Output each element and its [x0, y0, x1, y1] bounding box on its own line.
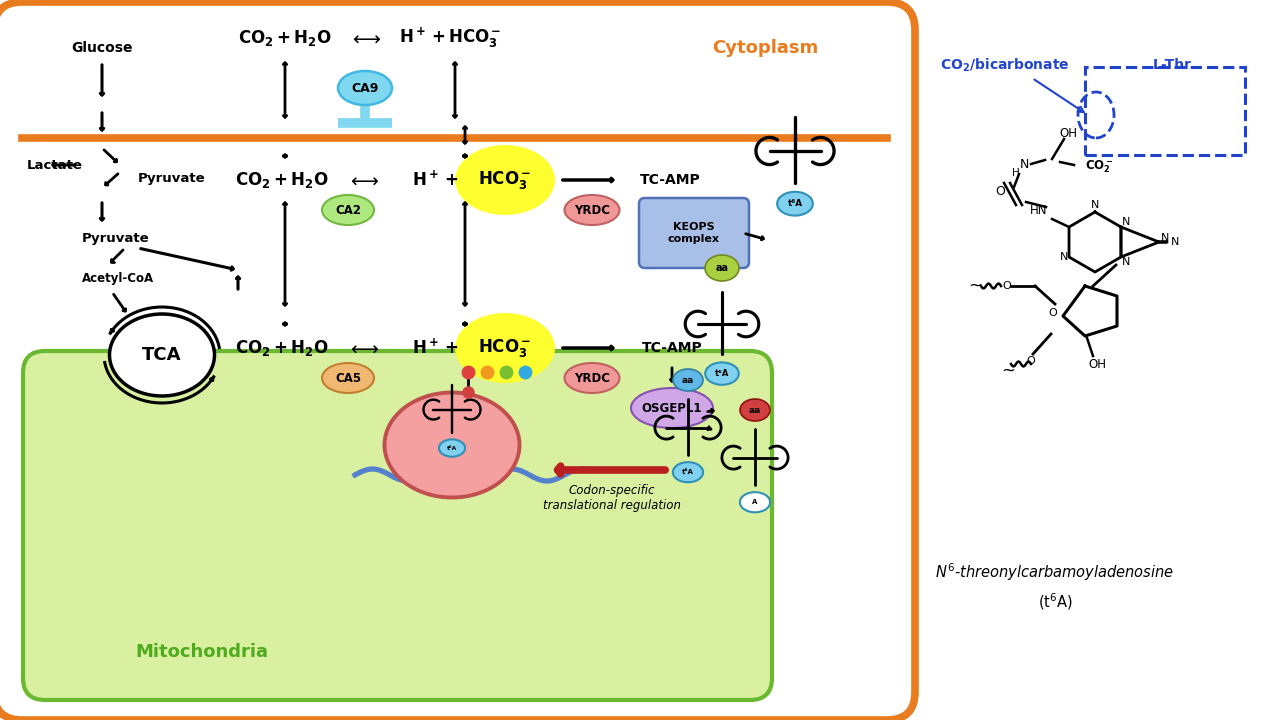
Text: Acetyl-CoA: Acetyl-CoA — [82, 271, 154, 284]
Text: N: N — [1121, 217, 1130, 227]
Text: t⁶A: t⁶A — [682, 469, 694, 475]
Text: t⁶A: t⁶A — [714, 369, 730, 378]
Text: aa: aa — [716, 263, 728, 273]
Ellipse shape — [673, 462, 703, 482]
Text: $\mathbf{CO_2 + H_2O}$: $\mathbf{CO_2 + H_2O}$ — [236, 338, 329, 358]
Text: $\mathbf{CO_2 + H_2O}$: $\mathbf{CO_2 + H_2O}$ — [238, 28, 332, 48]
Ellipse shape — [740, 492, 771, 513]
FancyBboxPatch shape — [639, 198, 749, 268]
Text: OSGEPL1: OSGEPL1 — [641, 402, 703, 415]
Text: H: H — [1012, 168, 1020, 178]
Text: Codon-specific
translational regulation: Codon-specific translational regulation — [543, 484, 681, 512]
Text: N: N — [1171, 237, 1179, 247]
Ellipse shape — [705, 255, 739, 281]
Text: $N^6$-threonylcarbamoyladenosine: $N^6$-threonylcarbamoyladenosine — [936, 561, 1175, 583]
Ellipse shape — [740, 399, 771, 421]
Text: YRDC: YRDC — [573, 204, 611, 217]
Ellipse shape — [323, 195, 374, 225]
Text: $\mathbf{CO_2}$/bicarbonate: $\mathbf{CO_2}$/bicarbonate — [941, 56, 1070, 73]
Text: N: N — [1121, 257, 1130, 267]
Text: L-Thr: L-Thr — [1152, 58, 1192, 72]
Text: O: O — [995, 184, 1005, 197]
Ellipse shape — [454, 145, 556, 215]
Text: O: O — [1002, 281, 1011, 291]
Ellipse shape — [454, 313, 556, 383]
Text: Lactate: Lactate — [27, 158, 83, 171]
Text: $\mathbf{CO_2 + H_2O}$: $\mathbf{CO_2 + H_2O}$ — [236, 170, 329, 190]
Text: Glucose: Glucose — [72, 41, 133, 55]
Text: $\mathbf{H^+ +}$: $\mathbf{H^+ +}$ — [412, 338, 458, 358]
Text: $\mathbf{H^+ +}$: $\mathbf{H^+ +}$ — [412, 171, 458, 189]
Text: Pyruvate: Pyruvate — [82, 232, 150, 245]
Text: KEOPS
complex: KEOPS complex — [668, 222, 719, 244]
Text: O: O — [1027, 356, 1036, 366]
Text: $\mathbf{CO_2^-}$: $\mathbf{CO_2^-}$ — [1085, 158, 1114, 175]
Ellipse shape — [564, 363, 620, 393]
Text: $\mathbf{HCO_3^-}$: $\mathbf{HCO_3^-}$ — [479, 337, 531, 359]
Text: t⁶A: t⁶A — [447, 446, 457, 451]
Ellipse shape — [323, 363, 374, 393]
Text: OH: OH — [1088, 358, 1106, 371]
Ellipse shape — [338, 71, 392, 105]
Text: TCA: TCA — [142, 346, 182, 364]
Ellipse shape — [564, 195, 620, 225]
Text: ~: ~ — [1001, 362, 1015, 380]
Text: $\longleftrightarrow$: $\longleftrightarrow$ — [347, 171, 379, 189]
Text: $\mathbf{HCO_3^-}$: $\mathbf{HCO_3^-}$ — [479, 169, 531, 191]
Text: aa: aa — [682, 376, 694, 384]
Text: A: A — [753, 499, 758, 505]
Text: O: O — [1048, 308, 1057, 318]
Text: $\longleftrightarrow$: $\longleftrightarrow$ — [348, 29, 381, 48]
Ellipse shape — [439, 439, 465, 456]
Ellipse shape — [777, 192, 813, 215]
Text: TC-AMP: TC-AMP — [640, 173, 700, 187]
Text: ~: ~ — [968, 277, 982, 295]
Text: HN: HN — [1030, 204, 1048, 217]
Ellipse shape — [673, 369, 703, 391]
Text: OH: OH — [1059, 127, 1076, 140]
Text: N: N — [1019, 158, 1029, 171]
Text: N: N — [1060, 252, 1069, 262]
FancyBboxPatch shape — [0, 2, 915, 720]
Text: Cytoplasm: Cytoplasm — [712, 39, 818, 57]
Text: $\mathbf{H^+ + HCO_3^-}$: $\mathbf{H^+ + HCO_3^-}$ — [399, 26, 502, 50]
Text: aa: aa — [749, 405, 762, 415]
Text: YRDC: YRDC — [573, 372, 611, 384]
Text: Mitochondria: Mitochondria — [134, 643, 268, 661]
FancyBboxPatch shape — [23, 351, 772, 700]
Ellipse shape — [110, 314, 215, 396]
Text: N: N — [1091, 200, 1100, 210]
Text: N: N — [1161, 233, 1169, 243]
Text: CA5: CA5 — [335, 372, 361, 384]
Text: $\longleftrightarrow$: $\longleftrightarrow$ — [347, 338, 379, 358]
Ellipse shape — [384, 392, 520, 498]
Ellipse shape — [705, 362, 739, 384]
Text: (t$^6$A): (t$^6$A) — [1038, 592, 1073, 612]
Ellipse shape — [631, 388, 713, 428]
Text: CA2: CA2 — [335, 204, 361, 217]
Text: Pyruvate: Pyruvate — [138, 171, 206, 184]
Text: t⁶A: t⁶A — [787, 199, 803, 208]
Text: CA9: CA9 — [351, 81, 379, 94]
Text: TC-AMP: TC-AMP — [641, 341, 703, 355]
